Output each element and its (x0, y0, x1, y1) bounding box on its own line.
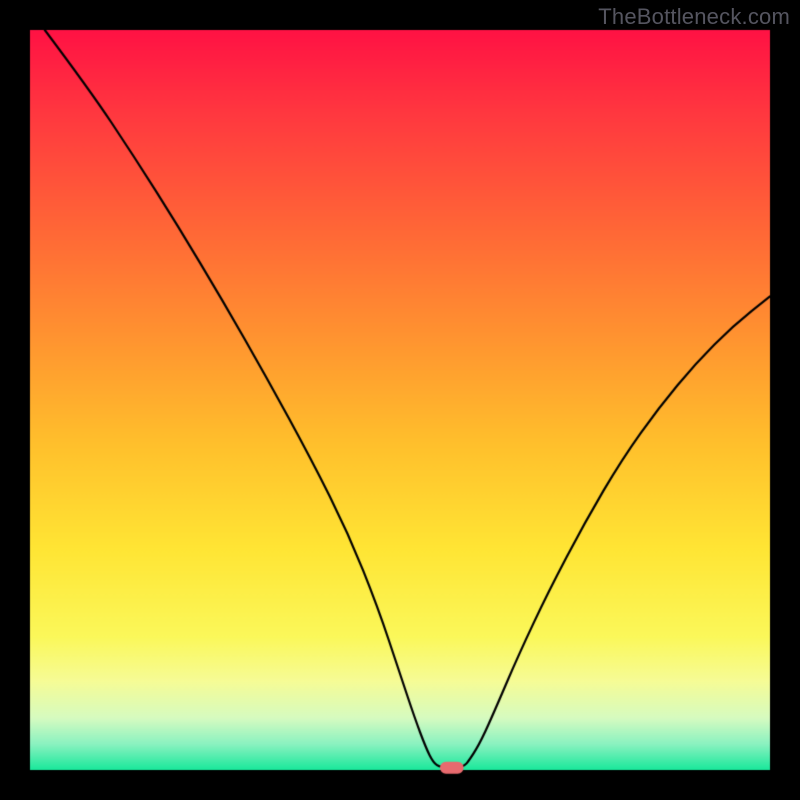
watermark-text: TheBottleneck.com (598, 4, 790, 30)
bottleneck-chart (0, 0, 800, 800)
chart-canvas-wrap (0, 0, 800, 800)
